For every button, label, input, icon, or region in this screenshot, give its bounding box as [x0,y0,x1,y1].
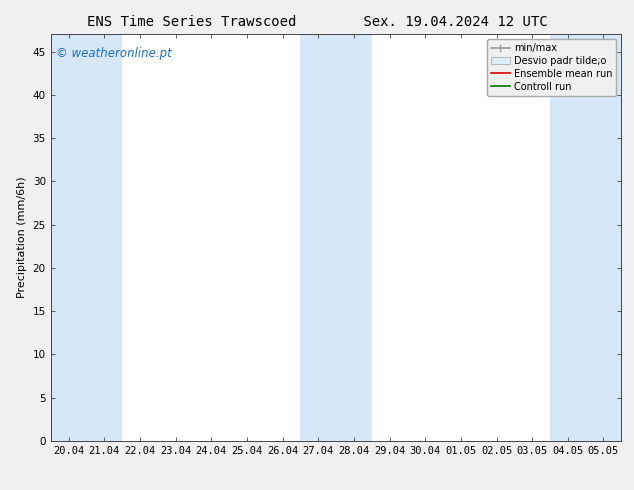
Text: ENS Time Series Trawscoed        Sex. 19.04.2024 12 UTC: ENS Time Series Trawscoed Sex. 19.04.202… [87,15,547,29]
Bar [550,34,621,441]
Bar [51,34,122,441]
Text: © weatheronline.pt: © weatheronline.pt [56,47,172,59]
Bar [301,34,372,441]
Legend: min/max, Desvio padr tilde;o, Ensemble mean run, Controll run: min/max, Desvio padr tilde;o, Ensemble m… [487,39,616,96]
Y-axis label: Precipitation (mm/6h): Precipitation (mm/6h) [17,177,27,298]
